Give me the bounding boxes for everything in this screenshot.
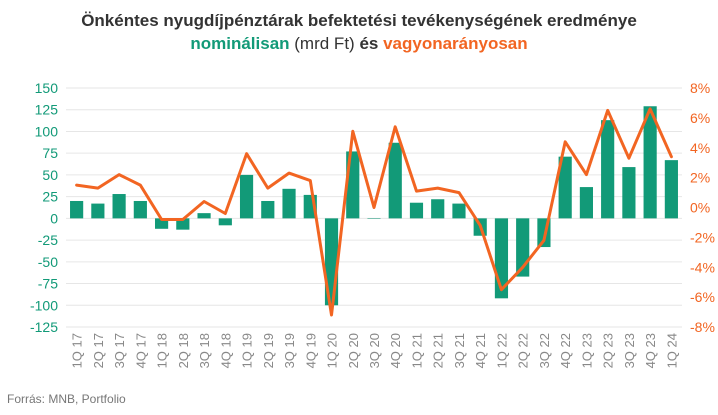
left-axis-tick-label: 150 bbox=[35, 80, 59, 96]
bar bbox=[601, 120, 615, 219]
left-axis-tick-label: -100 bbox=[30, 297, 58, 313]
subtitle-conjunction: és bbox=[359, 34, 384, 53]
left-axis-tick-label: -125 bbox=[30, 319, 58, 335]
right-axis-tick-label: -6% bbox=[690, 289, 715, 305]
x-tick-label: 2Q 23 bbox=[601, 333, 616, 368]
bar bbox=[431, 199, 445, 219]
x-tick-label: 1Q 23 bbox=[579, 333, 594, 368]
bar bbox=[367, 218, 381, 219]
left-axis-tick-label: 125 bbox=[35, 102, 59, 118]
x-tick-label: 1Q 19 bbox=[240, 333, 255, 368]
x-tick-label: 3Q 19 bbox=[282, 333, 297, 368]
subtitle-proportional: vagyonarányosan bbox=[383, 34, 528, 53]
x-tick-label: 4Q 22 bbox=[558, 333, 573, 368]
bar bbox=[239, 174, 254, 219]
x-tick-label: 3Q 23 bbox=[622, 333, 637, 368]
x-tick-label: 1Q 20 bbox=[325, 333, 340, 368]
bar bbox=[282, 188, 296, 219]
right-axis-tick-label: -8% bbox=[690, 319, 715, 335]
bar bbox=[133, 200, 147, 219]
x-tick-label: 3Q 22 bbox=[537, 333, 552, 368]
bar bbox=[176, 218, 190, 230]
right-axis-tick-label: 2% bbox=[690, 170, 710, 186]
left-axis-tick-label: -75 bbox=[38, 276, 58, 292]
bar bbox=[558, 156, 572, 219]
bar bbox=[622, 167, 636, 219]
right-axis-tick-label: -4% bbox=[690, 259, 715, 275]
bar bbox=[452, 203, 466, 219]
bar bbox=[218, 218, 232, 226]
source-note: Forrás: MNB, Portfolio bbox=[7, 392, 126, 406]
left-axis-tick-label: 100 bbox=[35, 123, 59, 139]
bar bbox=[579, 187, 593, 219]
x-tick-label: 2Q 18 bbox=[176, 333, 191, 368]
x-tick-label: 1Q 24 bbox=[664, 333, 679, 368]
bar bbox=[388, 142, 402, 219]
bar bbox=[155, 218, 169, 229]
x-tick-label: 4Q 18 bbox=[218, 333, 233, 368]
chart-title: Önkéntes nyugdíjpénztárak befektetési te… bbox=[81, 11, 637, 30]
right-axis-tick-label: -2% bbox=[690, 229, 715, 245]
x-tick-label: 1Q 17 bbox=[70, 333, 85, 368]
subtitle-unit: (mrd Ft) bbox=[289, 34, 360, 53]
x-tick-label: 1Q 18 bbox=[155, 333, 170, 368]
x-tick-label: 3Q 21 bbox=[452, 333, 467, 368]
subtitle-nominal: nominálisan bbox=[190, 34, 290, 53]
x-tick-label: 4Q 21 bbox=[473, 333, 488, 368]
left-axis-tick-label: -50 bbox=[38, 254, 58, 270]
x-tick-label: 2Q 20 bbox=[346, 333, 361, 368]
bar bbox=[643, 106, 657, 219]
x-tick-label: 4Q 19 bbox=[303, 333, 318, 368]
left-axis-tick-label: 75 bbox=[42, 145, 58, 161]
x-tick-label: 2Q 21 bbox=[431, 333, 446, 368]
x-tick-label: 4Q 23 bbox=[643, 333, 658, 368]
bar bbox=[197, 213, 211, 219]
right-axis-tick-label: 0% bbox=[690, 200, 710, 216]
bar bbox=[409, 202, 424, 219]
x-tick-label: 2Q 22 bbox=[516, 333, 531, 368]
bar bbox=[664, 160, 678, 219]
x-tick-label: 2Q 17 bbox=[91, 333, 106, 368]
x-tick-label: 3Q 17 bbox=[112, 333, 127, 368]
x-tick-label: 4Q 17 bbox=[133, 333, 148, 368]
series-line bbox=[75, 107, 673, 317]
left-axis-tick-label: 50 bbox=[42, 167, 58, 183]
right-axis-tick-label: 6% bbox=[690, 110, 710, 126]
bar bbox=[70, 200, 84, 219]
left-axis-tick-label: 25 bbox=[42, 189, 58, 205]
left-axis-tick-label: 0 bbox=[50, 210, 58, 226]
x-tick-label: 3Q 20 bbox=[367, 333, 382, 368]
x-tick-label: 1Q 22 bbox=[494, 333, 509, 368]
left-axis-tick-label: -25 bbox=[38, 232, 58, 248]
x-tick-label: 1Q 21 bbox=[409, 333, 424, 368]
x-tick-label: 3Q 18 bbox=[197, 333, 212, 368]
right-axis-tick-label: 4% bbox=[690, 140, 710, 156]
x-tick-label: 4Q 20 bbox=[388, 333, 403, 368]
bar bbox=[112, 194, 126, 219]
bar bbox=[261, 200, 275, 219]
right-axis-tick-label: 8% bbox=[690, 80, 710, 96]
chart-subtitle: nominálisan (mrd Ft) és vagyonarányosan bbox=[0, 33, 718, 55]
x-tick-label: 2Q 19 bbox=[261, 333, 276, 368]
bar bbox=[91, 203, 105, 219]
